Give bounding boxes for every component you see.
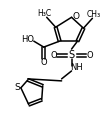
Text: O: O [86, 51, 93, 60]
Text: H₃C: H₃C [38, 9, 52, 18]
Text: O: O [40, 59, 47, 68]
Text: S: S [68, 50, 75, 60]
Text: CH₃: CH₃ [86, 10, 100, 19]
Text: O: O [72, 12, 79, 21]
Text: NH: NH [70, 63, 83, 72]
Text: HO: HO [21, 35, 34, 44]
Text: S: S [14, 83, 20, 92]
Text: O: O [50, 51, 57, 60]
